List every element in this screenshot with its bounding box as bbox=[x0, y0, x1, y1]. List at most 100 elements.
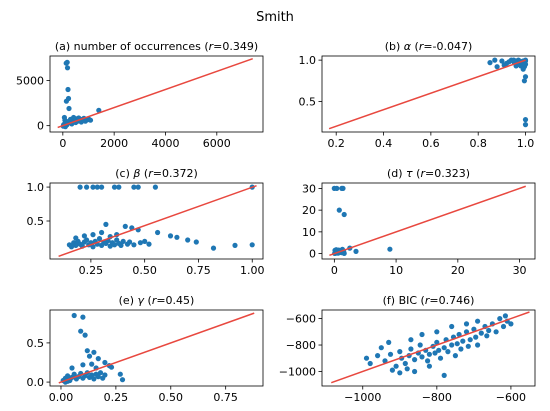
data-point bbox=[152, 184, 158, 190]
data-point bbox=[65, 86, 71, 93]
data-point bbox=[64, 65, 71, 71]
y-tick-label: 0.5 bbox=[299, 95, 317, 108]
x-tick-label: 0.6 bbox=[422, 137, 440, 150]
data-point bbox=[341, 211, 347, 218]
y-tick-label: 0 bbox=[37, 120, 44, 133]
data-point bbox=[340, 185, 346, 191]
x-tick-label: −600 bbox=[496, 391, 526, 404]
data-point bbox=[441, 345, 447, 351]
data-point bbox=[210, 245, 217, 251]
y-tick-label: 0 bbox=[309, 248, 316, 261]
data-point bbox=[66, 105, 72, 112]
data-point bbox=[502, 313, 508, 319]
subplot-6: (f) BIC (r=0.746) −1000 −800 −600 −1000 −800 −… bbox=[279, 294, 536, 404]
data-point bbox=[473, 334, 479, 340]
data-point bbox=[95, 356, 101, 362]
subplot-title: (f) BIC (r=0.746) bbox=[383, 294, 475, 307]
subplot-title: (e) γ (r=0.45) bbox=[119, 294, 195, 307]
y-tick-label: 0.0 bbox=[27, 376, 45, 389]
data-point bbox=[493, 329, 499, 335]
data-point bbox=[393, 363, 399, 369]
data-point bbox=[142, 238, 148, 244]
y-tick-label: 0.5 bbox=[27, 337, 45, 350]
data-point bbox=[82, 332, 88, 338]
x-tick-label: 4000 bbox=[151, 137, 179, 150]
axes-frame bbox=[49, 55, 264, 133]
data-point bbox=[432, 350, 438, 356]
x-tick-label: 0.25 bbox=[104, 391, 129, 404]
data-point bbox=[449, 342, 455, 348]
identity-line bbox=[58, 312, 255, 384]
data-point bbox=[520, 66, 526, 72]
data-point bbox=[382, 358, 388, 364]
subplot-3: (c) β (r=0.372) 0.25 0.50 0.75 1.00 0.5 1.0 bbox=[27, 167, 265, 277]
x-tick-label: 0.4 bbox=[375, 137, 393, 150]
data-point bbox=[522, 74, 529, 80]
axes-frame bbox=[321, 55, 536, 133]
data-point bbox=[174, 234, 180, 240]
x-tick-label: 0.25 bbox=[79, 264, 104, 277]
data-point bbox=[146, 241, 152, 247]
data-point bbox=[363, 355, 370, 361]
data-point bbox=[90, 184, 96, 190]
data-point bbox=[65, 373, 71, 379]
data-point bbox=[155, 229, 161, 236]
subplot-title: (b) α (r=-0.047) bbox=[385, 40, 473, 53]
data-point bbox=[185, 237, 191, 243]
subplot-2: (b) α (r=-0.047) 0.2 0.4 0.6 0.8 1.0 0.5 1.0 bbox=[299, 40, 536, 150]
y-tick-label: −600 bbox=[286, 313, 316, 326]
scatter-points bbox=[487, 57, 529, 128]
data-point bbox=[122, 223, 128, 229]
data-point bbox=[408, 337, 414, 343]
data-point bbox=[97, 370, 104, 376]
data-point bbox=[397, 349, 403, 355]
y-tick-label: 1.0 bbox=[299, 54, 317, 67]
data-point bbox=[131, 242, 137, 248]
data-point bbox=[118, 242, 124, 248]
data-point bbox=[441, 372, 447, 378]
x-tick-label: 0 bbox=[331, 264, 338, 277]
identity-line bbox=[57, 58, 253, 129]
data-point bbox=[419, 331, 425, 338]
data-point bbox=[131, 184, 137, 190]
scatter-points bbox=[60, 312, 126, 385]
subplot-title: (d) τ (r=0.323) bbox=[387, 167, 470, 180]
data-point bbox=[71, 371, 77, 377]
data-point bbox=[522, 117, 529, 123]
data-point bbox=[86, 353, 93, 359]
data-point bbox=[487, 60, 493, 66]
y-tick-label: 0.5 bbox=[27, 215, 45, 228]
subplot-5: (e) γ (r=0.45) 0.00 0.25 0.50 0.75 0.0 0.5 bbox=[27, 294, 264, 404]
data-point bbox=[494, 64, 500, 70]
data-point bbox=[463, 329, 470, 335]
data-point bbox=[412, 357, 418, 363]
x-tick-label: 10 bbox=[389, 264, 403, 277]
subplot-4: (d) τ (r=0.323) 0 10 20 30 0 10 20 30 bbox=[302, 167, 536, 277]
data-point bbox=[478, 330, 484, 336]
data-point bbox=[404, 366, 410, 372]
data-point bbox=[71, 312, 77, 319]
y-tick-label: −1000 bbox=[279, 365, 316, 378]
data-point bbox=[425, 358, 431, 364]
data-point bbox=[452, 353, 458, 359]
data-point bbox=[486, 327, 492, 334]
data-point bbox=[402, 360, 408, 367]
data-point bbox=[492, 57, 498, 63]
data-point bbox=[111, 242, 118, 248]
data-point bbox=[521, 78, 528, 84]
x-tick-label: −800 bbox=[422, 391, 452, 404]
data-point bbox=[506, 59, 512, 65]
data-point bbox=[387, 351, 394, 357]
data-point bbox=[96, 107, 102, 113]
data-point bbox=[445, 349, 451, 355]
data-point bbox=[475, 318, 481, 324]
data-point bbox=[334, 185, 340, 191]
data-point bbox=[232, 242, 238, 248]
data-point bbox=[117, 371, 123, 377]
data-point bbox=[80, 314, 86, 320]
data-point bbox=[63, 98, 69, 104]
data-point bbox=[436, 347, 442, 353]
data-point bbox=[91, 376, 97, 382]
data-point bbox=[353, 248, 359, 254]
data-point bbox=[89, 372, 95, 378]
